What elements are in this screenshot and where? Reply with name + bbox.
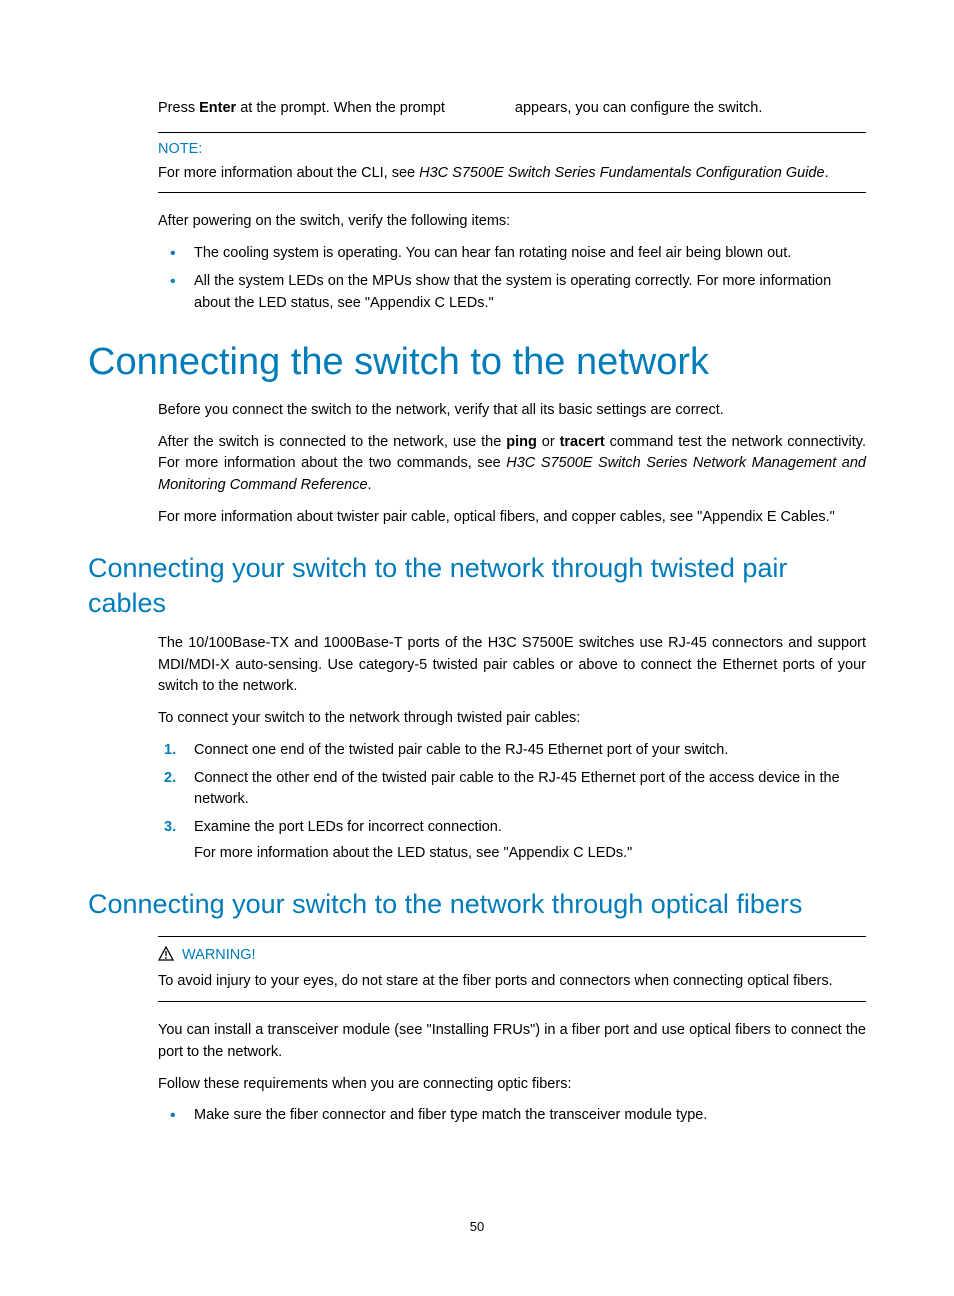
heading-1: Connecting the switch to the network (88, 340, 866, 386)
step-sub-text: For more information about the LED statu… (194, 843, 866, 865)
warning-label: WARNING! (182, 945, 256, 967)
bullet-text: All the system LEDs on the MPUs show tha… (194, 273, 831, 311)
para-7: Follow these requirements when you are c… (158, 1074, 866, 1096)
page-number: 50 (0, 1217, 954, 1237)
warning-icon (158, 946, 174, 969)
p2-pre: After the switch is connected to the net… (158, 434, 506, 450)
p2-b1: ping (506, 434, 537, 450)
para-3: For more information about twister pair … (158, 507, 866, 529)
list-item: All the system LEDs on the MPUs show tha… (182, 271, 866, 315)
bullet-list-2: Make sure the fiber connector and fiber … (158, 1105, 866, 1127)
note-body-post: . (825, 165, 829, 181)
bullet-text: The cooling system is operating. You can… (194, 245, 791, 261)
heading-2a: Connecting your switch to the network th… (88, 551, 866, 621)
para-1: Before you connect the switch to the net… (158, 400, 866, 422)
intro-line: Press Enter at the prompt. When the prom… (158, 98, 866, 120)
heading-2b: Connecting your switch to the network th… (88, 887, 866, 922)
step-number: 3. (164, 817, 176, 839)
bullet-list-1: The cooling system is operating. You can… (158, 243, 866, 314)
intro-mid: at the prompt. When the prompt (236, 100, 445, 116)
step-number: 1. (164, 740, 176, 762)
intro-pre: Press (158, 100, 199, 116)
para-4: The 10/100Base-TX and 1000Base-T ports o… (158, 633, 866, 698)
step-text: Examine the port LEDs for incorrect conn… (194, 819, 502, 835)
note-label: NOTE: (158, 139, 866, 161)
list-item: The cooling system is operating. You can… (182, 243, 866, 265)
bullet-text: Make sure the fiber connector and fiber … (194, 1107, 707, 1123)
p2-post2: . (368, 477, 372, 493)
note-body-italic: H3C S7500E Switch Series Fundamentals Co… (419, 165, 824, 181)
list-item: 3.Examine the port LEDs for incorrect co… (182, 817, 866, 865)
para-2: After the switch is connected to the net… (158, 432, 866, 497)
p2-mid: or (537, 434, 560, 450)
warning-callout: WARNING! To avoid injury to your eyes, d… (158, 936, 866, 1003)
para-5: To connect your switch to the network th… (158, 708, 866, 730)
warning-header-row: WARNING! (158, 945, 866, 968)
page-container: Press Enter at the prompt. When the prom… (0, 0, 954, 1296)
after-power-para: After powering on the switch, verify the… (158, 211, 866, 233)
numbered-list: 1. Connect one end of the twisted pair ca… (158, 740, 866, 865)
step-number: 2. (164, 768, 176, 790)
intro-bold: Enter (199, 100, 236, 116)
note-body-pre: For more information about the CLI, see (158, 165, 419, 181)
step-text: Connect the other end of the twisted pai… (194, 770, 840, 808)
warning-body: To avoid injury to your eyes, do not sta… (158, 971, 866, 993)
note-callout: NOTE: For more information about the CLI… (158, 132, 866, 194)
p2-b2: tracert (560, 434, 605, 450)
note-body: For more information about the CLI, see … (158, 163, 866, 187)
list-item: Make sure the fiber connector and fiber … (182, 1105, 866, 1127)
list-item: 1.Connect one end of the twisted pair ca… (182, 740, 866, 762)
step-text: Connect one end of the twisted pair cabl… (194, 742, 728, 758)
list-item: 2.Connect the other end of the twisted p… (182, 768, 866, 812)
intro-after: appears, you can configure the switch. (515, 100, 762, 116)
para-6: You can install a transceiver module (se… (158, 1020, 866, 1064)
